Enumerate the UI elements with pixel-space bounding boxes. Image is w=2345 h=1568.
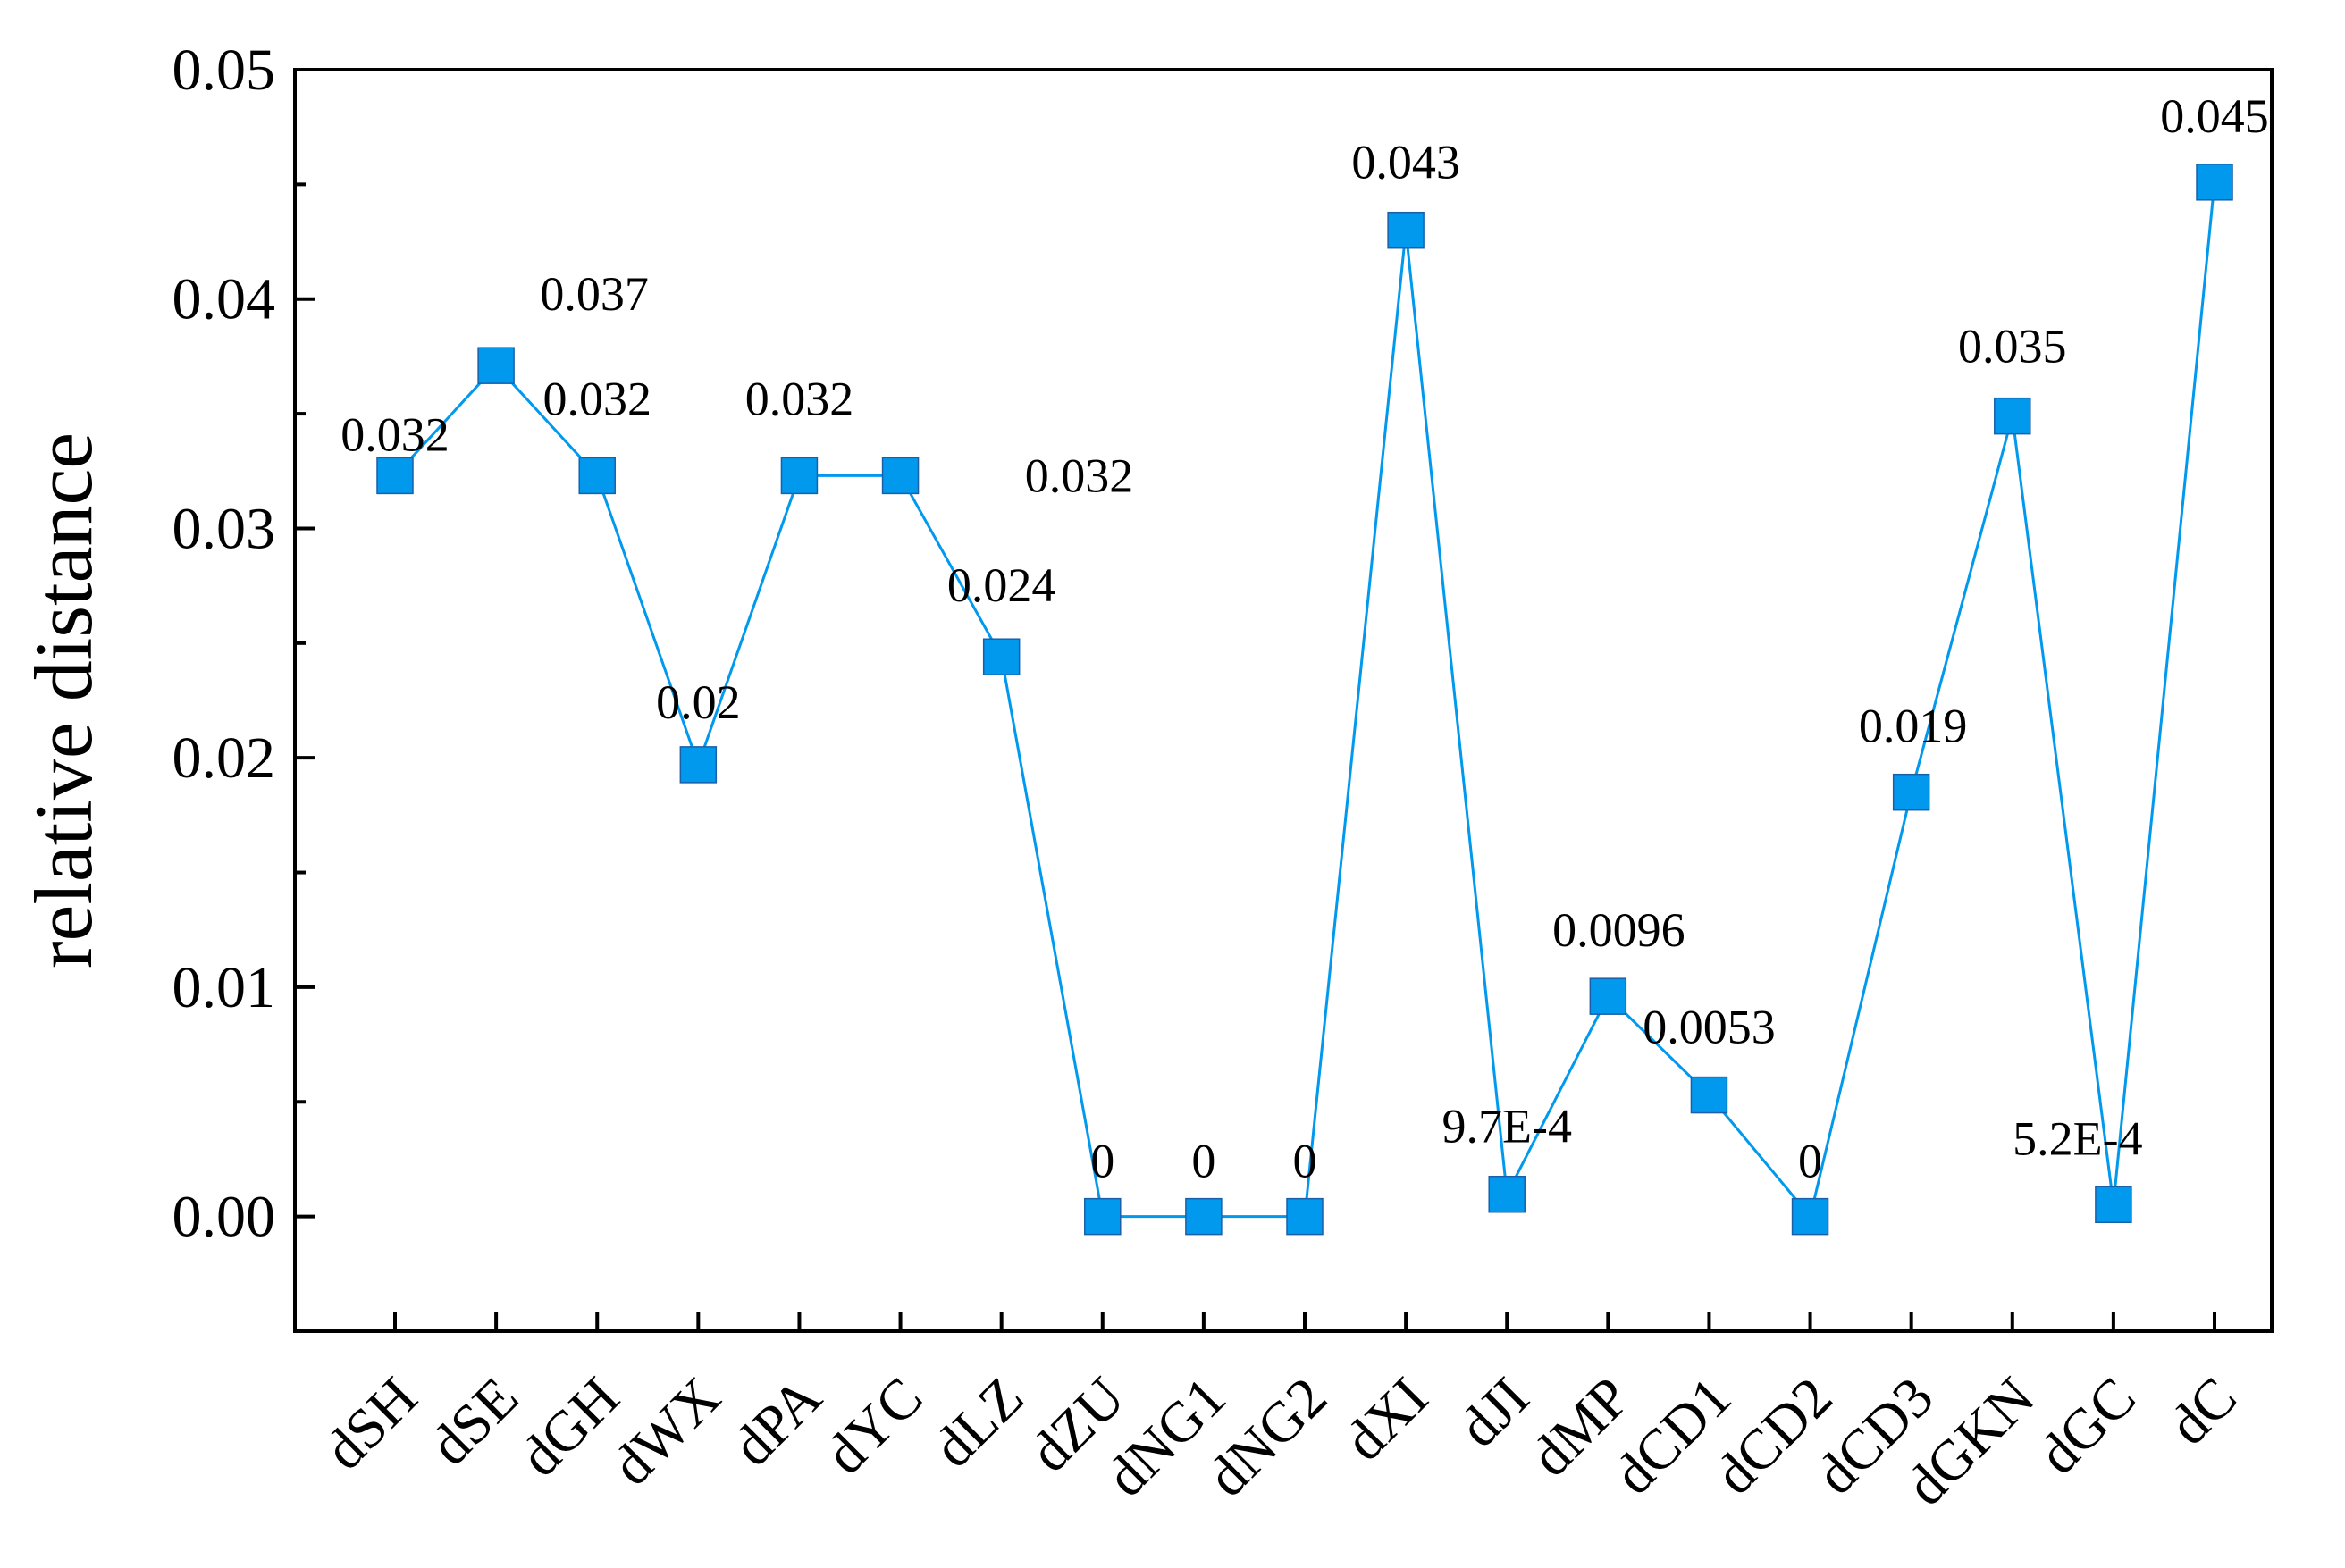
data-label: 0.0096 [1552, 903, 1685, 957]
plot-frame [293, 68, 2274, 1333]
data-label: 0.032 [340, 407, 450, 461]
data-point-marker [1286, 1197, 1324, 1236]
y-tick-label: 0.02 [172, 725, 276, 791]
data-label: 0.045 [2160, 89, 2269, 143]
y-axis-title: relative distance [18, 432, 109, 968]
data-label: 0.032 [745, 372, 854, 425]
data-label: 0.037 [540, 267, 649, 321]
data-label: 9.7E-4 [1441, 1100, 1571, 1153]
data-label: 0 [1090, 1135, 1114, 1188]
y-tick-label: 0.01 [172, 955, 276, 1020]
data-label: 0.024 [947, 558, 1056, 612]
data-point-marker [780, 457, 819, 495]
data-point-marker [1589, 977, 1627, 1015]
data-point-marker [1791, 1197, 1829, 1236]
data-point-marker [477, 347, 515, 384]
data-label: 0 [1293, 1135, 1317, 1188]
data-point-marker [1690, 1076, 1728, 1114]
data-point-marker [578, 457, 616, 495]
data-label: 0.043 [1351, 136, 1460, 189]
data-point-marker [1185, 1197, 1223, 1236]
data-label: 0 [1798, 1135, 1822, 1188]
y-tick-label: 0.05 [172, 38, 276, 103]
data-point-marker [679, 746, 718, 784]
data-point-marker [2196, 164, 2233, 201]
data-label: 0.0053 [1643, 1001, 1776, 1054]
data-point-marker [881, 457, 920, 495]
data-label: 0.032 [542, 372, 651, 425]
data-point-marker [1892, 773, 1930, 811]
label-layer: 0.032 0.037 0.032 0.02 0.032 0.032 0.024 0 0 0 0.0… [340, 89, 2269, 1188]
data-point-marker [1387, 211, 1425, 249]
data-point-marker [1488, 1175, 1526, 1213]
data-point-marker [2095, 1186, 2132, 1224]
y-tick-label: 0.04 [172, 267, 276, 332]
data-label: 0.019 [1859, 700, 1968, 753]
series-layer [376, 164, 2233, 1236]
data-label: 0 [1191, 1135, 1215, 1188]
data-label: 0.035 [1958, 320, 2067, 373]
data-point-marker [1994, 397, 2031, 435]
data-label: 5.2E-4 [2013, 1111, 2142, 1165]
y-tick-label: 0.00 [172, 1185, 276, 1250]
data-label: 0.02 [656, 675, 741, 729]
y-tick-label: 0.03 [172, 496, 276, 561]
data-point-marker [982, 638, 1021, 675]
data-label: 0.032 [1025, 449, 1134, 502]
data-point-marker [376, 457, 414, 495]
data-point-marker [1084, 1197, 1122, 1236]
